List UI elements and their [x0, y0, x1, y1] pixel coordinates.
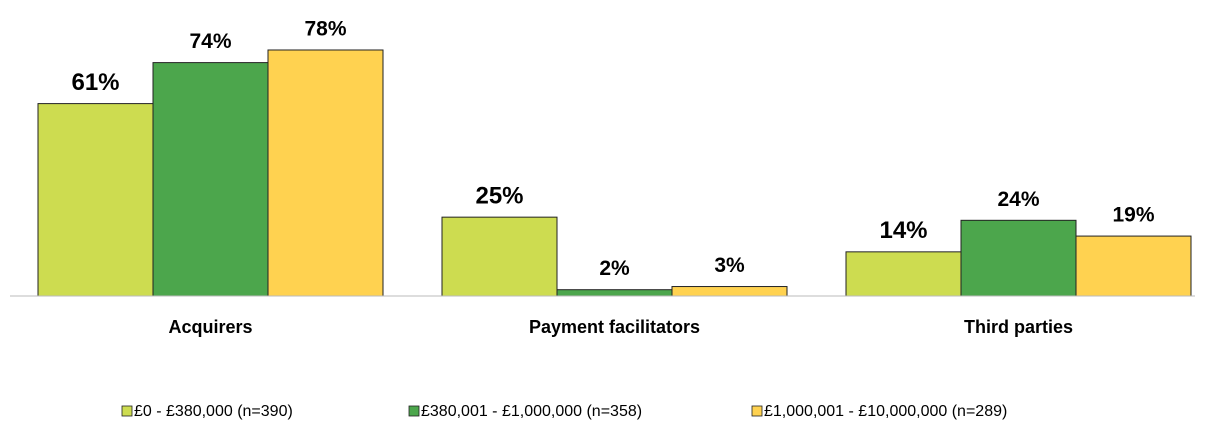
bar: [556, 289, 673, 297]
legend-label: £380,001 - £1,000,000 (n=358): [421, 403, 642, 420]
category-label: Acquirers: [168, 317, 252, 337]
legend-label: £1,000,001 - £10,000,000 (n=289): [764, 403, 1007, 420]
legend-swatch: [751, 405, 763, 417]
value-label: 3%: [714, 254, 745, 277]
bar: [960, 219, 1077, 297]
value-label: 78%: [304, 18, 346, 41]
bar: [267, 49, 384, 297]
bar: [152, 62, 269, 297]
value-label: 61%: [71, 69, 119, 96]
value-label: 24%: [997, 188, 1039, 211]
category-label: Payment facilitators: [529, 317, 700, 337]
bar: [37, 103, 154, 297]
bar: [671, 286, 788, 297]
bar: [1075, 235, 1192, 297]
bar: [845, 251, 962, 297]
value-label: 2%: [599, 257, 630, 280]
legend-label: £0 - £380,000 (n=390): [134, 403, 293, 420]
value-label: 74%: [189, 30, 231, 53]
value-label: 14%: [879, 217, 927, 244]
legend-swatch: [408, 405, 420, 417]
category-label: Third parties: [964, 317, 1073, 337]
bar: [441, 216, 558, 297]
value-label: 25%: [475, 182, 523, 209]
legend-swatch: [121, 405, 133, 417]
value-label: 19%: [1112, 204, 1154, 227]
